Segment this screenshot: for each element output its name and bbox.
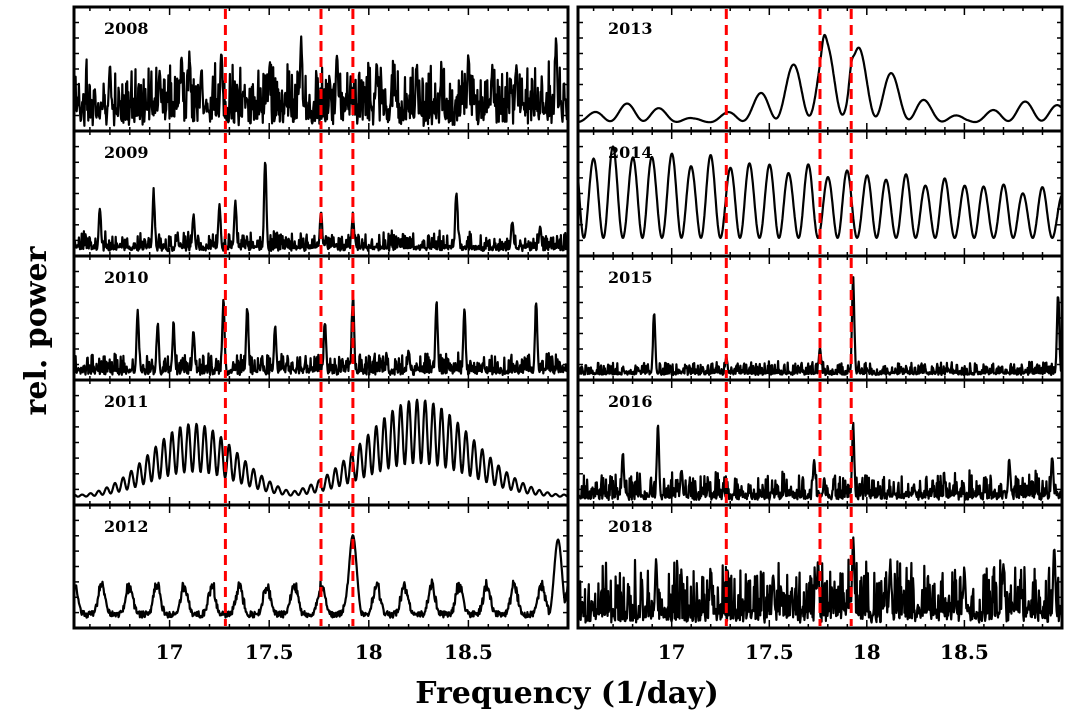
panel-2018: 2018 [576, 503, 1064, 630]
panel-2012: 2012 [72, 503, 570, 630]
x-tick-label: 18 [355, 640, 383, 664]
x-tick-label: 18.5 [940, 640, 989, 664]
x-tick-label: 18 [853, 640, 881, 664]
x-tick-label: 17 [658, 640, 686, 664]
panel-2008: 2008 [72, 5, 570, 133]
year-label-2009: 2009 [104, 143, 149, 162]
x-tick-label: 17.5 [745, 640, 794, 664]
year-label-2014: 2014 [608, 143, 653, 162]
panel-2010: 2010 [72, 254, 570, 382]
year-label-2011: 2011 [104, 392, 149, 411]
panel-2016: 2016 [576, 378, 1064, 507]
x-tick-label: 17.5 [245, 640, 294, 664]
panel-2009: 2009 [72, 129, 570, 258]
year-label-2015: 2015 [608, 268, 653, 287]
panel-frame-2018 [576, 503, 1064, 630]
panel-frame-2012 [72, 503, 570, 630]
year-label-2008: 2008 [104, 19, 149, 38]
x-axis-label: Frequency (1/day) [415, 676, 719, 711]
year-label-2013: 2013 [608, 19, 653, 38]
y-axis-label: rel. power [19, 245, 54, 415]
x-tick-label: 17 [156, 640, 184, 664]
year-label-2010: 2010 [104, 268, 149, 287]
panel-2013: 2013 [576, 5, 1064, 133]
panel-2014: 2014 [576, 129, 1064, 258]
x-tick-label: 18.5 [444, 640, 493, 664]
year-label-2018: 2018 [608, 517, 653, 536]
panel-2015: 2015 [576, 254, 1064, 382]
year-label-2012: 2012 [104, 517, 149, 536]
power-trace-2009 [72, 161, 569, 253]
year-label-2016: 2016 [608, 392, 653, 411]
power-trace-2008 [72, 35, 570, 127]
panels-layer: 2008 2009 2010 2011 2012 2013 2014 2015 2016 2018… [72, 5, 1064, 664]
panel-2011: 2011 [72, 378, 570, 507]
